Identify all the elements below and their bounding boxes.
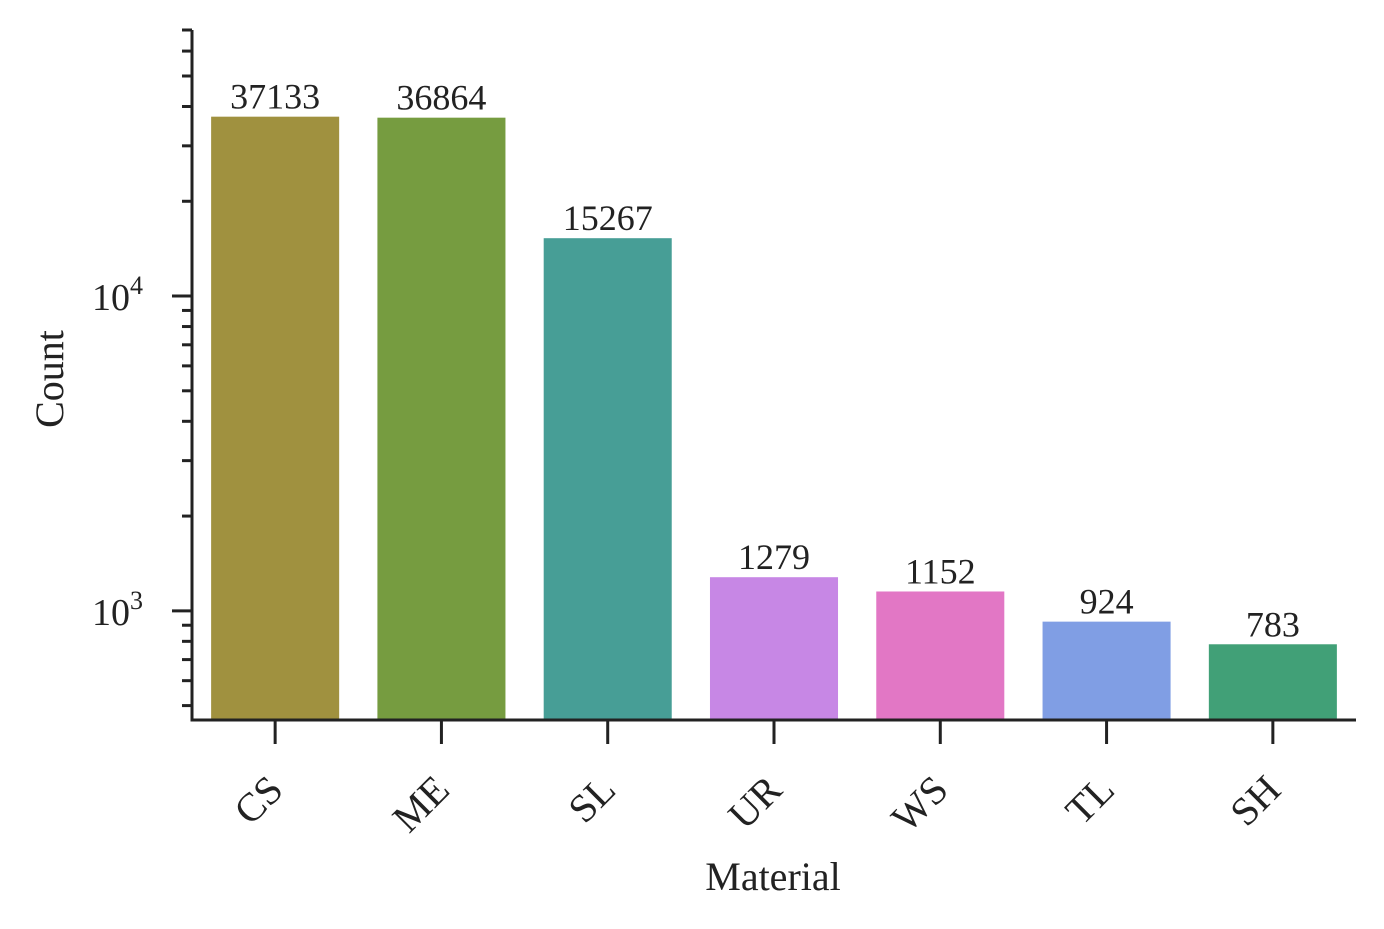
bar-me xyxy=(377,117,506,721)
x-tick-label-ur: UR xyxy=(719,766,790,837)
data-label-cs: 37133 xyxy=(230,77,320,117)
data-label-tl: 924 xyxy=(1080,582,1134,622)
bar-ur xyxy=(709,577,839,720)
data-label-ur: 1279 xyxy=(738,537,810,577)
bar-sl xyxy=(543,238,672,720)
x-ticks-group: CS ME SL UR WS TL SH xyxy=(225,720,1289,841)
bar-cs xyxy=(211,116,340,720)
data-labels-group: 37133 36864 15267 1279 1152 924 783 xyxy=(230,77,1300,645)
data-label-sh: 783 xyxy=(1246,604,1300,644)
x-tick-label-sl: SL xyxy=(559,767,624,832)
x-tick-label-tl: TL xyxy=(1057,767,1123,833)
x-tick-label-me: ME xyxy=(384,767,458,841)
x-tick-label-cs: CS xyxy=(225,767,291,833)
data-label-sl: 15267 xyxy=(563,198,653,238)
data-label-me: 36864 xyxy=(396,78,486,118)
bars-group xyxy=(211,116,1337,721)
data-label-ws: 1152 xyxy=(905,551,976,591)
y-tick-label-10e4: 104 xyxy=(92,271,143,319)
x-tick-label-sh: SH xyxy=(1221,767,1289,835)
y-axis-title: Count xyxy=(27,330,72,428)
bar-sh xyxy=(1208,644,1337,720)
bar-ws xyxy=(876,591,1005,720)
y-tick-label-10e3: 103 xyxy=(92,586,143,634)
y-ticks-group: 103 104 xyxy=(92,28,192,708)
x-tick-label-ws: WS xyxy=(882,767,956,841)
bar-tl xyxy=(1042,621,1171,720)
x-axis-title: Material xyxy=(705,854,841,899)
